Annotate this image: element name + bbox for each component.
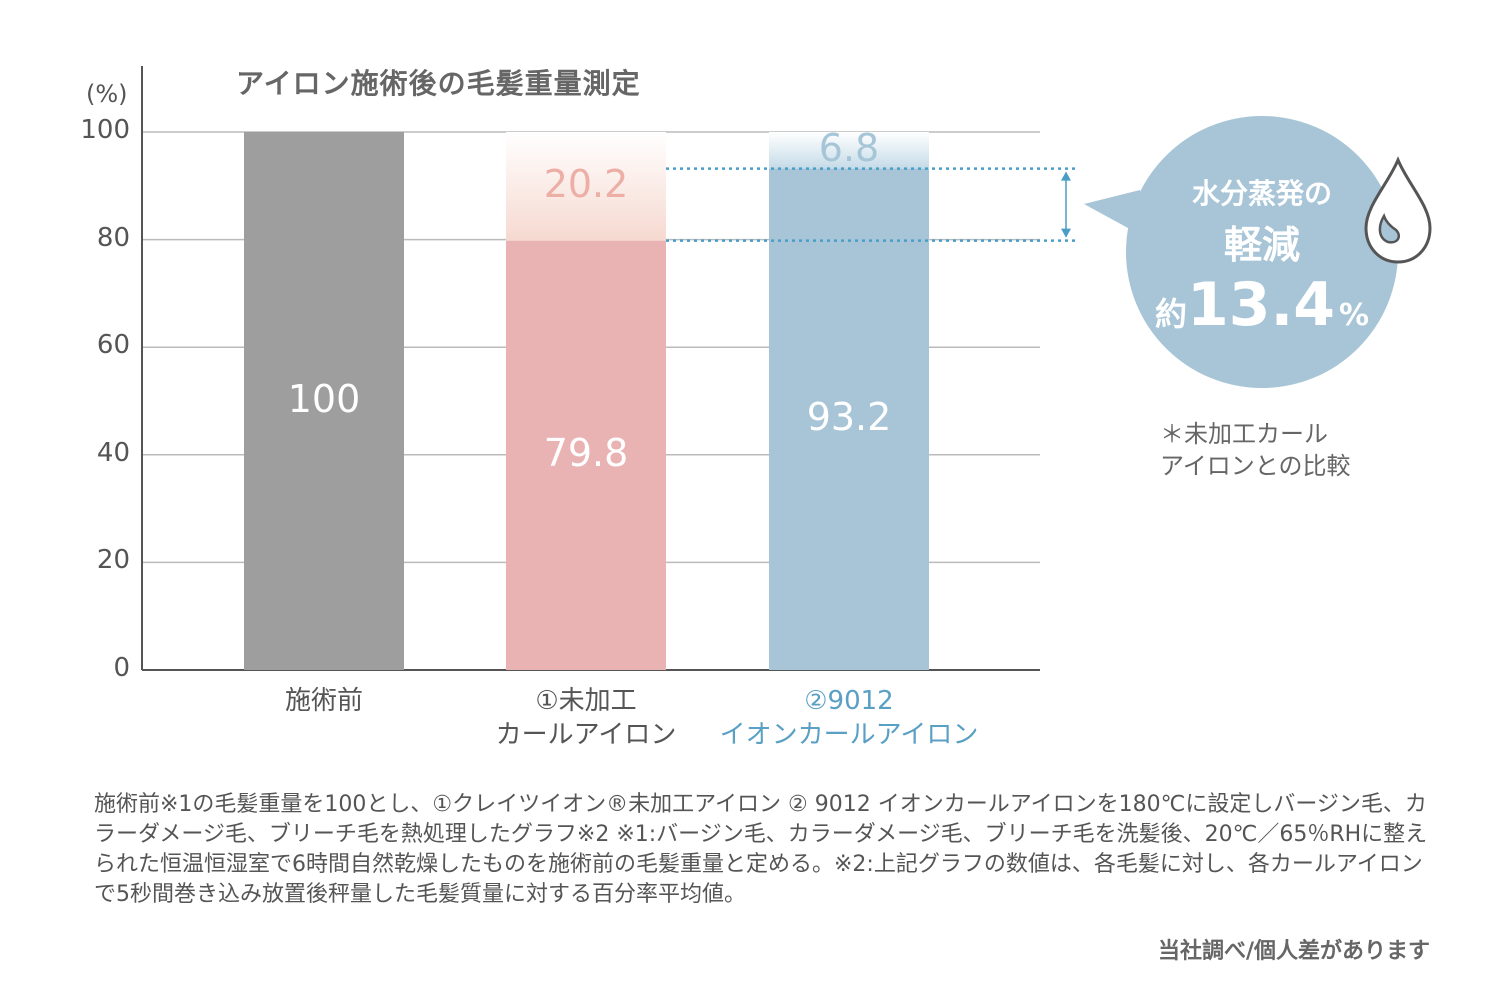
bar-weight-label: 100 xyxy=(287,377,361,421)
x-category-line: 施術前 xyxy=(284,686,363,716)
y-tick-label: 40 xyxy=(96,437,130,468)
y-tick-label: 80 xyxy=(96,222,130,253)
bubble-suffix: % xyxy=(1339,298,1370,333)
bubble-value-row: 約13.4% xyxy=(1142,270,1382,340)
summary-bubble xyxy=(1084,116,1398,388)
x-category-line: ①未加工 xyxy=(535,686,637,716)
x-category-line: イオンカールアイロン xyxy=(719,720,979,750)
bubble-value: 13.4 xyxy=(1186,270,1335,340)
bar-weight-segment xyxy=(506,240,666,670)
comparison-note: ＊未加工カール アイロンとの比較 xyxy=(1160,418,1351,482)
bar-loss-segment xyxy=(769,132,929,169)
y-tick-label: 0 xyxy=(113,653,130,683)
bubble-line1: 水分蒸発の xyxy=(1191,177,1332,210)
footnote: 施術前※1の毛髪重量を100とし、①クレイツイオン®未加工アイロン ② 9012… xyxy=(94,792,1428,907)
x-category-label: ②9012 イオンカールアイロン xyxy=(719,684,979,752)
arrow-head-up xyxy=(1061,171,1071,181)
bubble-prefix: 約 xyxy=(1154,295,1187,333)
y-tick-label: 20 xyxy=(96,545,130,576)
bar-loss-label: 6.8 xyxy=(818,126,880,171)
bubble-line2: 軽減 xyxy=(1223,223,1300,267)
x-category-line: ②9012 xyxy=(804,686,894,716)
y-axis-unit: (%) xyxy=(86,80,128,108)
bar-loss-label: 20.2 xyxy=(543,162,629,207)
chart-title: アイロン施術後の毛髪重量測定 xyxy=(236,67,641,100)
arrow-head-down xyxy=(1061,228,1071,238)
bar-weight-label: 79.8 xyxy=(543,431,629,476)
comparison-note-line1: ＊未加工カール xyxy=(1160,420,1328,448)
y-tick-label: 100 xyxy=(80,115,130,145)
water-drop-icon xyxy=(1364,156,1432,264)
x-category-label: ①未加工カールアイロン xyxy=(456,684,716,752)
credit-note: 当社調べ/個人差があります xyxy=(1157,939,1430,964)
bar-weight-label: 93.2 xyxy=(806,395,892,440)
x-category-line: カールアイロン xyxy=(495,720,677,750)
comparison-note-line2: アイロンとの比較 xyxy=(1160,452,1351,480)
bar-weight-segment xyxy=(769,168,929,671)
y-tick-label: 60 xyxy=(96,330,130,361)
bar-weight-segment xyxy=(244,132,404,670)
bar-loss-segment xyxy=(506,132,666,241)
x-category-label: 施術前 xyxy=(194,684,454,718)
